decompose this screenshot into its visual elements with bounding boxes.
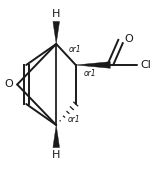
Polygon shape bbox=[53, 125, 60, 148]
Text: O: O bbox=[125, 35, 133, 44]
Text: O: O bbox=[5, 80, 13, 90]
Text: or1: or1 bbox=[67, 114, 80, 124]
Text: or1: or1 bbox=[84, 69, 97, 78]
Text: or1: or1 bbox=[69, 45, 82, 54]
Text: H: H bbox=[52, 9, 60, 19]
Text: Cl: Cl bbox=[140, 60, 151, 70]
Polygon shape bbox=[76, 62, 110, 68]
Text: H: H bbox=[52, 150, 60, 160]
Polygon shape bbox=[53, 22, 60, 44]
